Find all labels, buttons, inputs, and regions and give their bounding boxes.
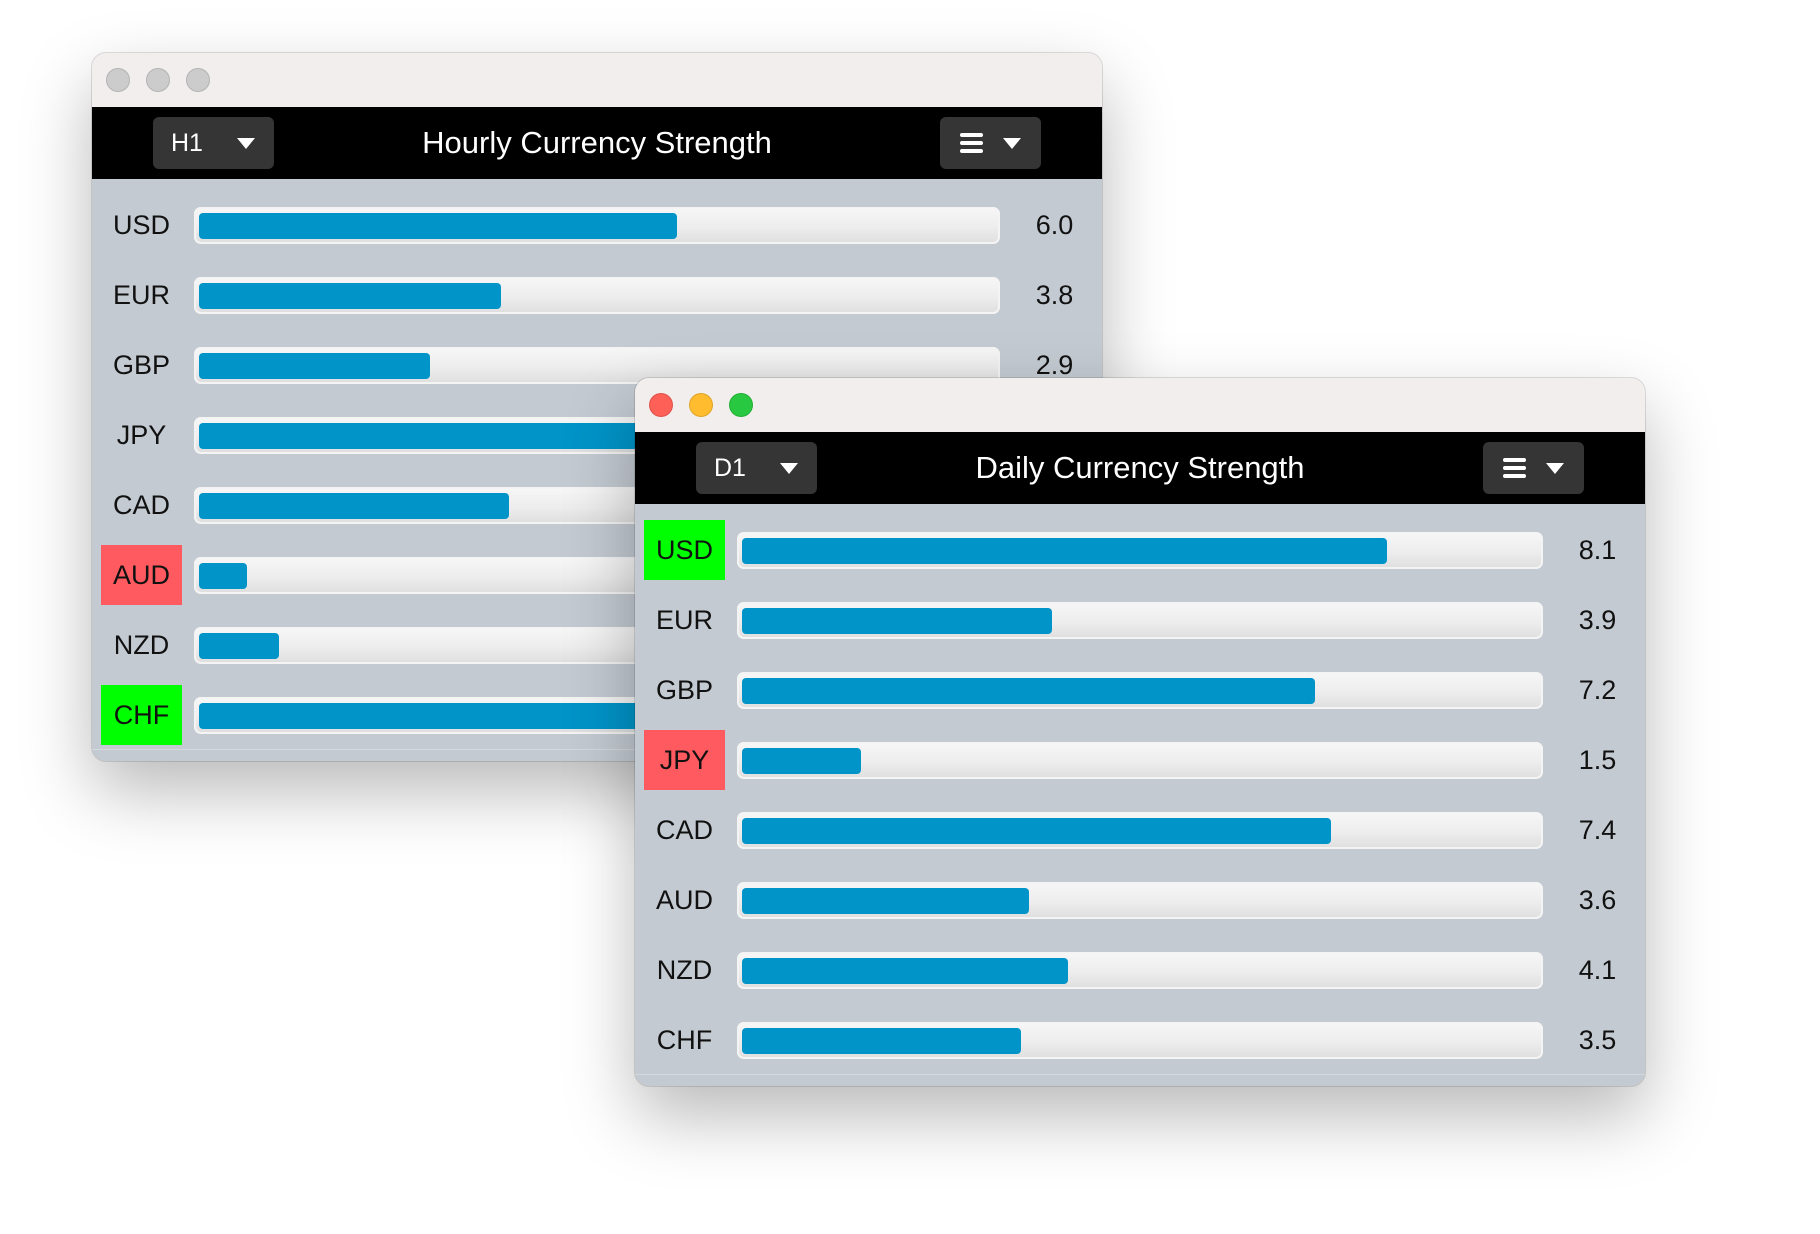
strength-value: 4.1 — [1578, 955, 1617, 985]
strength-row-eur: EUR 3.8 — [92, 260, 1102, 330]
currency-label: CAD — [655, 815, 713, 845]
currency-label: JPY — [116, 420, 167, 450]
timeframe-dropdown[interactable]: D1 — [696, 442, 817, 494]
timeframe-value: H1 — [171, 129, 203, 157]
menu-button[interactable] — [1483, 442, 1584, 494]
strength-row-usd: USD 8.1 — [635, 515, 1645, 585]
strength-row-aud: AUD 3.6 — [635, 865, 1645, 935]
currency-label: EUR — [112, 280, 170, 310]
panel-header: H1 Hourly Currency Strength — [92, 107, 1102, 179]
currency-label: JPY — [644, 730, 725, 790]
close-button[interactable] — [106, 68, 130, 92]
zoom-button[interactable] — [729, 393, 753, 417]
currency-label: GBP — [655, 675, 714, 705]
currency-label: AUD — [655, 885, 713, 915]
strength-bar-fill — [742, 678, 1315, 704]
strength-bar-fill — [199, 703, 677, 729]
strength-value: 7.2 — [1578, 675, 1617, 705]
strength-row-usd: USD 6.0 — [92, 190, 1102, 260]
panel-footer — [635, 1074, 1645, 1086]
menu-button[interactable] — [940, 117, 1041, 169]
strength-value: 3.6 — [1578, 885, 1617, 915]
strength-value: 1.5 — [1578, 745, 1617, 775]
currency-label: CHF — [101, 685, 182, 745]
currency-label: EUR — [655, 605, 713, 635]
strength-row-jpy: JPY 1.5 — [635, 725, 1645, 795]
currency-label: CAD — [112, 490, 170, 520]
chevron-down-icon — [237, 138, 255, 149]
timeframe-dropdown[interactable]: H1 — [153, 117, 274, 169]
panel-title: Daily Currency Strength — [975, 450, 1305, 485]
currency-label: AUD — [101, 545, 182, 605]
strength-value: 3.9 — [1578, 605, 1617, 635]
strength-bar-track — [737, 742, 1543, 779]
chevron-down-icon — [780, 463, 798, 474]
strength-bar-fill — [199, 563, 247, 589]
strength-bar-track — [737, 812, 1543, 849]
strength-bar-track — [737, 602, 1543, 639]
minimize-button[interactable] — [689, 393, 713, 417]
strength-value: 6.0 — [1035, 210, 1074, 240]
daily-strength-window: D1 Daily Currency Strength USD 8.1 EUR 3… — [635, 378, 1645, 1086]
strength-value: 3.8 — [1035, 280, 1074, 310]
hamburger-icon — [960, 133, 983, 153]
panel-footer — [92, 749, 1102, 761]
strength-list: USD 8.1 EUR 3.9 GBP 7.2 JPY 1.5 CAD 7.4 — [635, 515, 1645, 1075]
timeframe-value: D1 — [714, 454, 746, 482]
strength-bar-track — [737, 1022, 1543, 1059]
strength-bar-fill — [199, 493, 509, 519]
zoom-button[interactable] — [186, 68, 210, 92]
strength-bar-fill — [742, 958, 1068, 984]
strength-bar-fill — [742, 888, 1029, 914]
strength-row-chf: CHF 3.5 — [635, 1005, 1645, 1075]
strength-row-gbp: GBP 7.2 — [635, 655, 1645, 725]
strength-bar-track — [737, 882, 1543, 919]
strength-bar-track — [737, 672, 1543, 709]
hamburger-icon — [1503, 458, 1526, 478]
strength-bar-fill — [742, 538, 1387, 564]
panel-title: Hourly Currency Strength — [422, 125, 772, 160]
strength-bar-track — [737, 952, 1543, 989]
strength-value: 8.1 — [1578, 535, 1617, 565]
strength-bar-fill — [742, 818, 1331, 844]
chevron-down-icon — [1003, 138, 1021, 149]
strength-bar-fill — [199, 633, 279, 659]
strength-bar-fill — [742, 1028, 1021, 1054]
currency-label: USD — [644, 520, 725, 580]
chevron-down-icon — [1546, 463, 1564, 474]
strength-bar-fill — [199, 423, 677, 449]
strength-bar-fill — [742, 608, 1052, 634]
strength-row-gbp: GBP 2.9 — [92, 330, 1102, 400]
strength-bar-fill — [742, 748, 861, 774]
currency-label: USD — [112, 210, 170, 240]
strength-bar-fill — [199, 213, 677, 239]
strength-bar-fill — [199, 283, 501, 309]
currency-label: GBP — [112, 350, 171, 380]
strength-value: 7.4 — [1578, 815, 1617, 845]
strength-bar-track — [194, 207, 1000, 244]
strength-bar-track — [194, 347, 1000, 384]
strength-bar-fill — [199, 353, 430, 379]
strength-value: 2.9 — [1035, 350, 1074, 380]
title-bar[interactable] — [92, 53, 1102, 107]
close-button[interactable] — [649, 393, 673, 417]
currency-label: NZD — [656, 955, 713, 985]
currency-label: CHF — [656, 1025, 713, 1055]
strength-value: 3.5 — [1578, 1025, 1617, 1055]
minimize-button[interactable] — [146, 68, 170, 92]
strength-row-eur: EUR 3.9 — [635, 585, 1645, 655]
panel-header: D1 Daily Currency Strength — [635, 432, 1645, 504]
currency-label: NZD — [113, 630, 170, 660]
title-bar[interactable] — [635, 378, 1645, 432]
strength-bar-track — [737, 532, 1543, 569]
strength-bar-track — [194, 277, 1000, 314]
strength-row-cad: CAD 7.4 — [635, 795, 1645, 865]
strength-row-nzd: NZD 4.1 — [635, 935, 1645, 1005]
